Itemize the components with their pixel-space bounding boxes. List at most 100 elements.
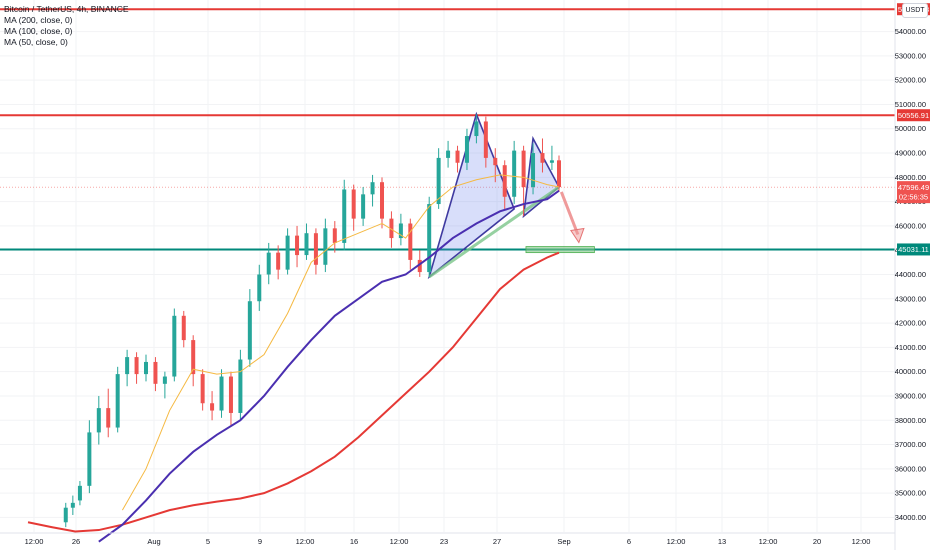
x-tick-label: 12:00	[852, 537, 871, 546]
y-tick-label: 39000.00	[895, 391, 926, 400]
arrow-shaft	[559, 191, 580, 236]
level-price-label: 45031.11	[898, 245, 929, 254]
candle-body	[87, 432, 92, 486]
y-tick-label: 36000.00	[895, 464, 926, 473]
candle-body	[153, 361, 158, 384]
candle-body	[493, 157, 498, 166]
x-tick-label: 9	[258, 537, 262, 546]
candle-body	[70, 502, 75, 508]
candle-body	[181, 315, 186, 341]
y-tick-label: 41000.00	[895, 343, 926, 352]
candle-body	[361, 194, 366, 219]
y-tick-label: 37000.00	[895, 440, 926, 449]
y-tick-label: 52000.00	[895, 76, 926, 85]
x-tick-label: 27	[493, 537, 501, 546]
currency-button[interactable]: USDT	[902, 3, 928, 18]
legend-ma50[interactable]: MA (50, close, 0)	[4, 37, 68, 47]
level-price-tag	[897, 243, 930, 256]
candle-body	[521, 150, 526, 188]
y-tick-label: 51000.00	[895, 100, 926, 109]
x-tick-label: 12:00	[25, 537, 44, 546]
horizontal-levels	[0, 8, 895, 251]
candle-body	[125, 357, 130, 375]
legend-ma200[interactable]: MA (200, close, 0)	[4, 15, 73, 25]
candle-body	[134, 357, 139, 375]
candle-body	[474, 121, 479, 137]
chart-legend: Bitcoin / TetherUS, 4h, BINANCE MA (200,…	[4, 4, 129, 48]
y-tick-label: 40000.00	[895, 367, 926, 376]
candle-body	[398, 223, 403, 239]
candle-body	[144, 361, 148, 375]
y-tick-label: 43000.00	[895, 294, 926, 303]
y-tick-label: 46000.00	[895, 221, 926, 230]
candle-body	[304, 233, 309, 256]
candle-body	[446, 150, 451, 158]
arrow-head	[570, 227, 585, 244]
candle-body	[77, 485, 82, 501]
candle-body	[332, 228, 337, 243]
y-tick-label: 53000.00	[895, 51, 926, 60]
candle-body	[323, 228, 328, 265]
legend-ma100[interactable]: MA (100, close, 0)	[4, 26, 73, 36]
x-tick-label: 6	[627, 537, 631, 546]
candle-body	[285, 235, 290, 270]
y-tick-label: 44000.00	[895, 270, 926, 279]
candle-body	[502, 165, 507, 197]
x-tick-label: 12:00	[759, 537, 778, 546]
triangle-pattern-2	[522, 135, 561, 219]
x-tick-label: 5	[206, 537, 210, 546]
candle-body	[238, 359, 243, 413]
candle-body	[351, 189, 356, 219]
y-tick-label: 35000.00	[895, 489, 926, 498]
candle-body	[342, 189, 347, 243]
y-tick-label: 48000.00	[895, 173, 926, 182]
candle-body	[106, 408, 111, 428]
candle-body	[455, 150, 460, 163]
x-tick-label: 20	[813, 537, 821, 546]
countdown-label: 02:56:35	[899, 193, 928, 202]
symbol-title[interactable]: Bitcoin / TetherUS, 4h, BINANCE	[4, 4, 129, 14]
x-tick-label: 12:00	[667, 537, 686, 546]
candle-body	[172, 315, 177, 377]
target-zone	[525, 246, 595, 254]
candle-body	[219, 376, 224, 411]
candle-body	[115, 374, 120, 428]
y-tick-label: 49000.00	[895, 149, 926, 158]
x-tick-label: 16	[350, 537, 358, 546]
y-tick-label: 42000.00	[895, 319, 926, 328]
candle-body	[436, 157, 441, 205]
x-tick-label: Aug	[147, 537, 160, 546]
candle-body	[549, 160, 554, 163]
price-axis: 34000.00 35000.00 36000.00 37000.00 38000.00…	[894, 0, 932, 550]
candle-body	[96, 408, 101, 433]
candle-body	[427, 204, 432, 273]
candle-body	[540, 153, 545, 163]
candle-body	[531, 153, 536, 188]
y-tick-label: 38000.00	[895, 416, 926, 425]
candle-body	[557, 160, 561, 188]
ma-line	[27, 251, 560, 533]
candle-body	[483, 121, 488, 158]
candle-body	[370, 182, 375, 195]
candle-body	[266, 252, 271, 275]
candle-body	[200, 374, 205, 404]
candle-body	[295, 235, 300, 256]
x-tick-label: 13	[718, 537, 726, 546]
candle-body	[313, 233, 318, 265]
candle-body	[228, 376, 233, 413]
time-axis: 12:00 26 Aug 5 9 12:00 16 12:00 23 27 Sep 6 12:00 13 1…	[0, 532, 895, 546]
candle-body	[247, 301, 252, 360]
y-tick-label: 54000.00	[895, 27, 926, 36]
x-tick-label: 23	[440, 537, 448, 546]
candlesticks	[63, 114, 561, 528]
current-price-tag	[897, 181, 930, 204]
x-tick-label: Sep	[557, 537, 570, 546]
price-axis-bg	[895, 0, 932, 550]
x-tick-label: 12:00	[390, 537, 409, 546]
y-tick-label: 50000.00	[895, 124, 926, 133]
candle-body	[389, 218, 394, 239]
candle-body	[191, 340, 196, 375]
level-price-tag	[897, 109, 930, 122]
candle-body	[257, 274, 262, 302]
